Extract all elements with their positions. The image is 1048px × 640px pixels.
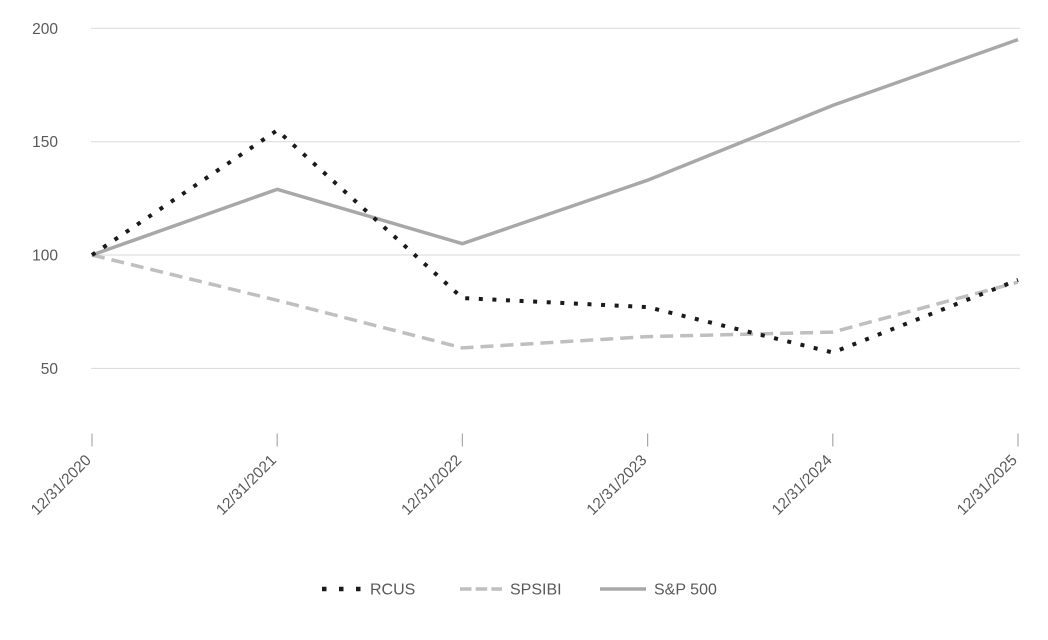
y-axis-tick-label: 50: [41, 361, 59, 378]
y-axis-tick-label: 200: [32, 21, 58, 38]
x-axis-tick-label: 12/31/2020: [28, 452, 95, 519]
y-axis-tick-label: 150: [32, 134, 58, 151]
series-line-s-p-500: [91, 37, 1019, 257]
legend-label-s-p-500: S&P 500: [654, 582, 717, 599]
x-axis-tick-label: 12/31/2025: [954, 452, 1021, 519]
legend-label-spsibi: SPSIBI: [510, 582, 562, 599]
x-axis-tick-label: 12/31/2022: [398, 452, 465, 519]
x-axis-tick-label: 12/31/2023: [584, 452, 651, 519]
x-axis-tick-label: 12/31/2024: [769, 452, 836, 519]
x-axis-tick-label: 12/31/2021: [213, 452, 280, 519]
series-line-spsibi: [91, 253, 1019, 350]
legend-label-rcus: RCUS: [370, 582, 415, 599]
y-axis-tick-label: 100: [32, 248, 58, 265]
